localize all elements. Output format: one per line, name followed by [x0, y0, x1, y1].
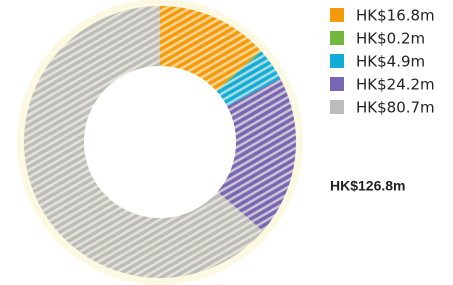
legend-swatch [330, 8, 344, 22]
donut-hole [84, 66, 236, 218]
chart: HK$126.8m HK$16.8m HK$0.2m HK$4.9m HK$24.2m… [0, 0, 453, 285]
legend-swatch [330, 77, 344, 91]
legend-label: HK$0.2m [356, 30, 425, 48]
legend-swatch [330, 54, 344, 68]
legend-swatch [330, 100, 344, 114]
legend-label: HK$16.8m [356, 7, 435, 25]
legend-label: HK$4.9m [356, 53, 425, 71]
total-label: HK$126.8m [330, 178, 406, 194]
legend-label: HK$80.7m [356, 99, 435, 117]
legend-label: HK$24.2m [356, 76, 435, 94]
legend-swatch [330, 31, 344, 45]
